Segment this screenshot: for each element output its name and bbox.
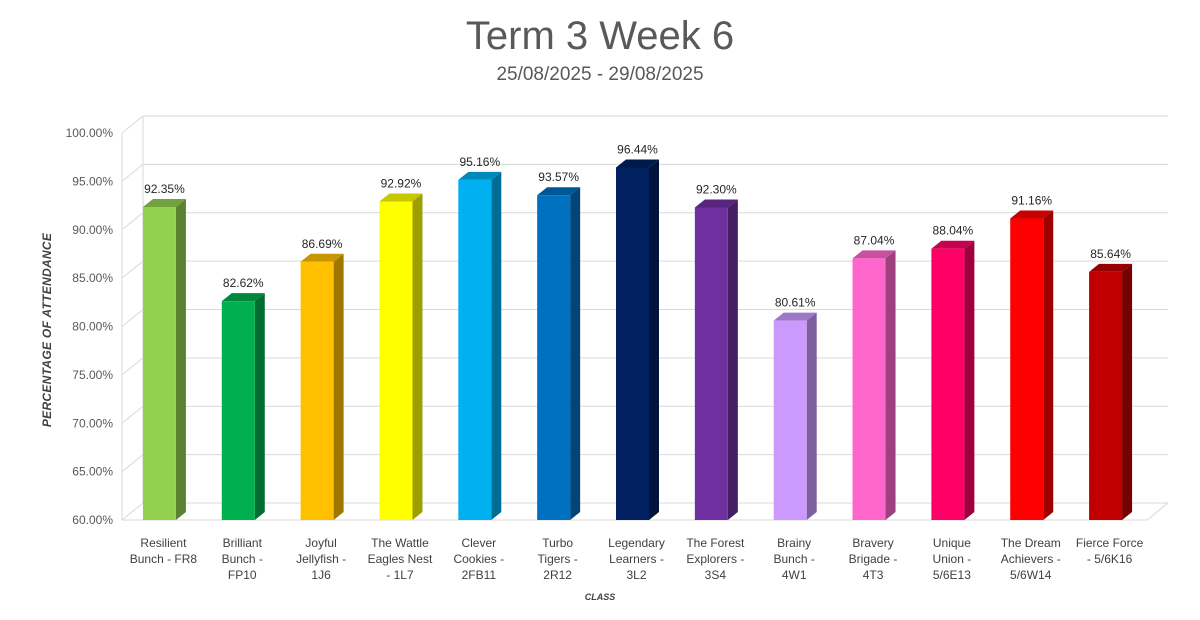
bar xyxy=(379,201,413,520)
bar-top xyxy=(537,187,581,196)
bar xyxy=(537,195,571,520)
data-label: 91.16% xyxy=(1011,194,1052,208)
bar-side xyxy=(727,199,738,520)
x-axis-label: CLASS xyxy=(584,592,616,602)
bar-side xyxy=(885,250,896,520)
x-tick-label: Fierce Force - 5/6K16 xyxy=(1076,536,1144,566)
data-label: 92.92% xyxy=(381,176,422,190)
bar-top xyxy=(300,253,344,262)
bar-top xyxy=(773,312,817,321)
data-label: 93.57% xyxy=(538,170,579,184)
y-tick-label: 95.00% xyxy=(72,174,113,188)
bar-top xyxy=(458,171,502,180)
bar xyxy=(221,301,255,520)
bar-top xyxy=(616,159,659,168)
bar-top xyxy=(852,250,896,259)
bar-side xyxy=(254,293,265,520)
x-tick-label: Joyful Jellyfish -1J6 xyxy=(296,536,346,582)
bar xyxy=(852,258,886,520)
bar-top xyxy=(931,240,975,249)
x-tick-label: Legendary Learners -3L2 xyxy=(608,536,665,582)
x-tick-label: The Wattle Eagles Nest - 1L7 xyxy=(368,536,433,582)
data-label: 88.04% xyxy=(933,224,974,238)
bar xyxy=(773,320,807,520)
bar-side xyxy=(570,187,581,520)
bar-side xyxy=(806,312,817,520)
gridline-wall xyxy=(121,454,144,473)
x-tick-label: The Dream Achievers -5/6W14 xyxy=(1001,536,1061,582)
bar-top xyxy=(1089,263,1133,272)
bar-top xyxy=(379,193,423,202)
x-tick-label: Clever Cookies -2FB11 xyxy=(453,536,504,582)
gridline-wall xyxy=(121,502,144,521)
bar-side xyxy=(333,253,344,521)
data-label: 87.04% xyxy=(854,233,895,247)
gridline-wall xyxy=(121,405,144,424)
data-label: 92.35% xyxy=(144,182,185,196)
x-tick-label: Bravery Brigade -4T3 xyxy=(849,536,898,582)
data-label: 92.30% xyxy=(696,182,737,196)
bar-side xyxy=(1122,263,1133,520)
bar-side xyxy=(175,199,186,521)
bar xyxy=(1089,271,1123,520)
data-label: 80.61% xyxy=(775,296,816,310)
x-tick-label: Resilient Bunch - FR8 xyxy=(130,536,198,566)
y-tick-label: 80.00% xyxy=(72,320,113,334)
bar-top xyxy=(1010,210,1054,219)
data-label: 96.44% xyxy=(617,142,658,156)
y-tick-label: 100.00% xyxy=(66,126,114,140)
bar-top xyxy=(694,199,738,208)
bar-side xyxy=(964,240,975,520)
chart-subtitle: 25/08/2025 - 29/08/2025 xyxy=(496,64,704,85)
floor-edge xyxy=(1146,502,1169,521)
data-label: 82.62% xyxy=(223,276,264,290)
bar xyxy=(142,207,176,521)
bar-side xyxy=(649,159,659,520)
gridline-wall xyxy=(121,309,144,327)
y-tick-label: 70.00% xyxy=(72,416,113,430)
gridline-wall xyxy=(121,357,144,376)
x-tick-label: Brainy Bunch -4W1 xyxy=(774,536,815,582)
x-tick-label: Brilliant Bunch -FP10 xyxy=(222,536,263,582)
bar xyxy=(458,179,492,520)
gridline-wall xyxy=(121,212,144,231)
bar xyxy=(616,167,649,520)
data-label: 85.64% xyxy=(1090,247,1131,261)
bar xyxy=(1010,218,1044,521)
gridline-wall xyxy=(121,163,144,182)
gridline-wall xyxy=(121,115,144,134)
bar-side xyxy=(491,171,502,520)
x-tick-label: Turbo Tigers -2R12 xyxy=(538,536,578,582)
bar-top xyxy=(221,293,265,302)
y-tick-label: 85.00% xyxy=(72,271,113,285)
chart-title: Term 3 Week 6 xyxy=(465,14,735,58)
bar-side xyxy=(1043,210,1054,521)
y-tick-label: 90.00% xyxy=(72,223,113,237)
x-tick-label: Unique Union -5/6E13 xyxy=(933,536,972,582)
data-label: 86.69% xyxy=(302,237,343,251)
x-tick-label: The Forest Explorers -3S4 xyxy=(686,536,745,582)
bar xyxy=(931,248,965,520)
bar xyxy=(300,261,334,520)
y-tick-label: 65.00% xyxy=(72,465,113,479)
data-label: 95.16% xyxy=(459,155,500,169)
bar xyxy=(694,207,728,520)
bar-side xyxy=(412,193,423,520)
y-tick-label: 75.00% xyxy=(72,368,113,382)
bar-top xyxy=(142,199,186,208)
gridline-wall xyxy=(121,260,144,279)
y-tick-label: 60.00% xyxy=(72,513,113,527)
